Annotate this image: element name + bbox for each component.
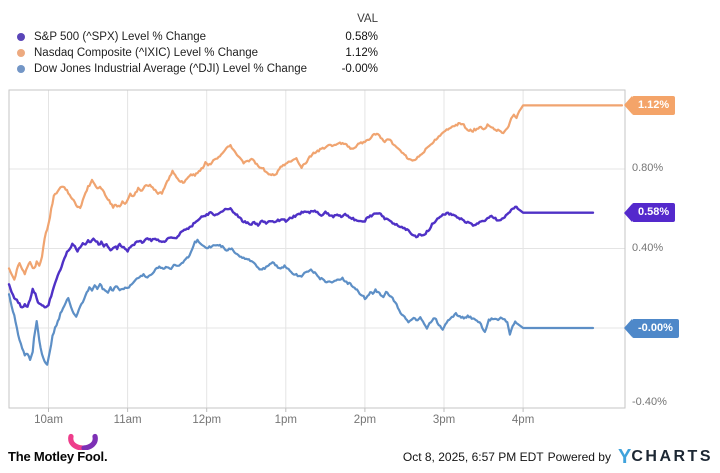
ixic-legend-dot-icon: [17, 49, 25, 57]
jester-hat-icon: [68, 433, 98, 450]
ycharts-wordmark: CHARTS: [631, 448, 713, 465]
x-axis-label: 1pm: [274, 414, 297, 426]
x-axis-label: 11am: [113, 414, 142, 426]
x-axis-label: 12pm: [192, 414, 222, 426]
dji-value-badge: -0.00%: [632, 318, 679, 338]
x-axis-label: 10am: [34, 414, 63, 426]
legend-val-header: VAL: [357, 13, 378, 25]
legend-value-ixic: 1.12%: [345, 47, 378, 59]
powered-by-label: Powered by: [547, 450, 611, 464]
legend-label-dji: Dow Jones Industrial Average (^DJI) Leve…: [34, 63, 308, 75]
chart-attribution: Oct 8, 2025, 6:57 PM EDT Powered by Y CH…: [402, 446, 713, 468]
legend-item-dji: Dow Jones Industrial Average (^DJI) Leve…: [14, 61, 307, 77]
legend-item-ixic: Nasdaq Composite (^IXIC) Level % Change: [14, 45, 258, 61]
x-axis-label: 4pm: [511, 414, 535, 426]
legend-label-ixic: Nasdaq Composite (^IXIC) Level % Change: [34, 47, 259, 59]
legend-value-dji: -0.00%: [341, 63, 378, 75]
legend-value-spx: 0.58%: [345, 31, 378, 43]
motley-fool-wordmark: The Motley Fool.: [8, 449, 108, 464]
legend-label-spx: S&P 500 (^SPX) Level % Change: [34, 31, 207, 43]
y-axis-label: -0.40%: [632, 396, 667, 408]
ycharts-y-icon: Y: [617, 446, 632, 468]
ycharts-logo: Y CHARTS: [617, 446, 713, 468]
spx-legend-dot-icon: [17, 33, 25, 41]
legend-item-spx: S&P 500 (^SPX) Level % Change: [14, 29, 206, 45]
dji-legend-dot-icon: [17, 65, 25, 73]
ixic-value-badge: 1.12%: [632, 95, 676, 115]
y-axis-label: 0.40%: [632, 241, 664, 254]
y-axis-label: 0.80%: [632, 162, 664, 174]
x-axis-label: 2pm: [353, 414, 377, 426]
spx-value-badge: 0.58%: [632, 203, 676, 223]
chart-timestamp: Oct 8, 2025, 6:57 PM EDT: [402, 450, 544, 464]
x-axis-label: 3pm: [432, 414, 456, 426]
